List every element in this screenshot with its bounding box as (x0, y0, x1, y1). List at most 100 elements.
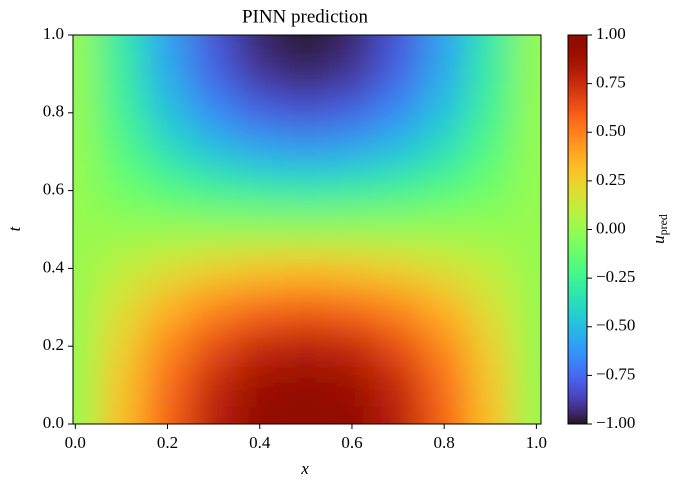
heatmap-cell (513, 35, 541, 55)
heatmap-cell (190, 365, 238, 406)
heatmap-cell (73, 210, 99, 250)
heatmap-cell (190, 248, 238, 289)
colorbar-tick-label: −0.75 (596, 364, 635, 383)
heatmap-cell (328, 132, 376, 172)
heatmap-cell (190, 93, 238, 133)
colorbar-tick-label: 0.50 (596, 121, 626, 140)
heatmap-cell (236, 287, 284, 328)
heatmap-cell (98, 404, 145, 424)
heatmap-cell (144, 171, 192, 211)
colorbar-tick-label: 0.75 (596, 73, 626, 92)
heatmap-cell (144, 132, 192, 172)
y-tick-label: 1.0 (43, 24, 64, 43)
heatmap-cell (467, 404, 514, 424)
heatmap-cell (513, 54, 541, 94)
heatmap-cell (328, 171, 376, 211)
heatmap-cell (328, 35, 376, 55)
heatmap-cell (236, 248, 284, 289)
heatmap-cell (328, 365, 376, 406)
heatmap-cell (375, 287, 422, 328)
heatmap-cell (73, 35, 99, 55)
heatmap-cell (513, 93, 541, 133)
heatmap-cell (190, 287, 238, 328)
heatmap-cell (282, 404, 330, 424)
heatmap-cell (375, 132, 422, 172)
heatmap-cell (98, 365, 145, 406)
heatmap-cell (73, 171, 99, 211)
x-tick-label: 0.8 (434, 433, 455, 452)
heatmap-cell (282, 171, 330, 211)
x-axis-label: x (300, 459, 309, 478)
heatmap-cell (421, 365, 468, 406)
heatmap-cell (375, 248, 422, 289)
heatmap-cell (421, 210, 468, 250)
heatmap-cell (73, 326, 99, 367)
chart-title: PINN prediction (242, 6, 369, 27)
heatmap-cell (513, 365, 541, 406)
heatmap-cell (467, 132, 514, 172)
heatmap-cell (513, 404, 541, 424)
heatmap-cell (282, 54, 330, 94)
heatmap-cell (236, 404, 284, 424)
heatmap-cell (98, 326, 145, 367)
heatmap-cell (513, 210, 541, 250)
heatmap-cell (98, 93, 145, 133)
heatmap-cell (375, 93, 422, 133)
heatmap-cell (144, 287, 192, 328)
heatmap-cell (375, 54, 422, 94)
heatmap-cell (328, 287, 376, 328)
colorbar-tick-label: −1.00 (596, 413, 635, 432)
heatmap-cell (328, 404, 376, 424)
heatmap-cell (190, 132, 238, 172)
heatmap-cell (513, 248, 541, 289)
heatmap-cell (236, 54, 284, 94)
heatmap-cells (73, 35, 541, 424)
heatmap-cell (236, 35, 284, 55)
heatmap-cell (144, 93, 192, 133)
heatmap-cell (190, 171, 238, 211)
heatmap-cell (467, 287, 514, 328)
heatmap-cell (467, 210, 514, 250)
heatmap-cell (467, 35, 514, 55)
x-tick-label: 0.4 (249, 433, 271, 452)
x-tick-label: 0.2 (157, 433, 178, 452)
heatmap-cell (98, 210, 145, 250)
colorbar-label: upred (649, 214, 670, 244)
x-tick-label: 0.6 (341, 433, 362, 452)
heatmap-cell (282, 365, 330, 406)
y-tick-label: 0.6 (43, 180, 64, 199)
heatmap-cell (282, 132, 330, 172)
heatmap-cell (467, 171, 514, 211)
heatmap-cell (467, 93, 514, 133)
heatmap-cell (282, 35, 330, 55)
heatmap-cell (328, 248, 376, 289)
heatmap-cell (421, 93, 468, 133)
heatmap-cell (144, 326, 192, 367)
heatmap-cell (98, 248, 145, 289)
heatmap-cell (421, 248, 468, 289)
y-axis-label: t (5, 225, 24, 231)
heatmap-cell (190, 35, 238, 55)
heatmap-cell (98, 54, 145, 94)
colorbar-tick-label: 0.25 (596, 170, 626, 189)
heatmap-cell (144, 404, 192, 424)
colorbar-tick-label: 1.00 (596, 24, 626, 43)
colorbar-label-symbol: u (649, 235, 668, 244)
colorbar (567, 34, 588, 425)
heatmap-cell (144, 210, 192, 250)
heatmap-cell (421, 132, 468, 172)
heatmap-cell (421, 326, 468, 367)
heatmap-cell (236, 132, 284, 172)
x-tick-label: 0.0 (65, 433, 86, 452)
heatmap-cell (282, 326, 330, 367)
heatmap-cell (190, 54, 238, 94)
heatmap-cell (467, 326, 514, 367)
heatmap-cell (421, 404, 468, 424)
heatmap-cell (375, 365, 422, 406)
heatmap-cell (190, 404, 238, 424)
heatmap-cell (73, 365, 99, 406)
heatmap-cell (236, 365, 284, 406)
heatmap-cell (190, 326, 238, 367)
heatmap-cell (421, 287, 468, 328)
heatmap-cell (328, 54, 376, 94)
